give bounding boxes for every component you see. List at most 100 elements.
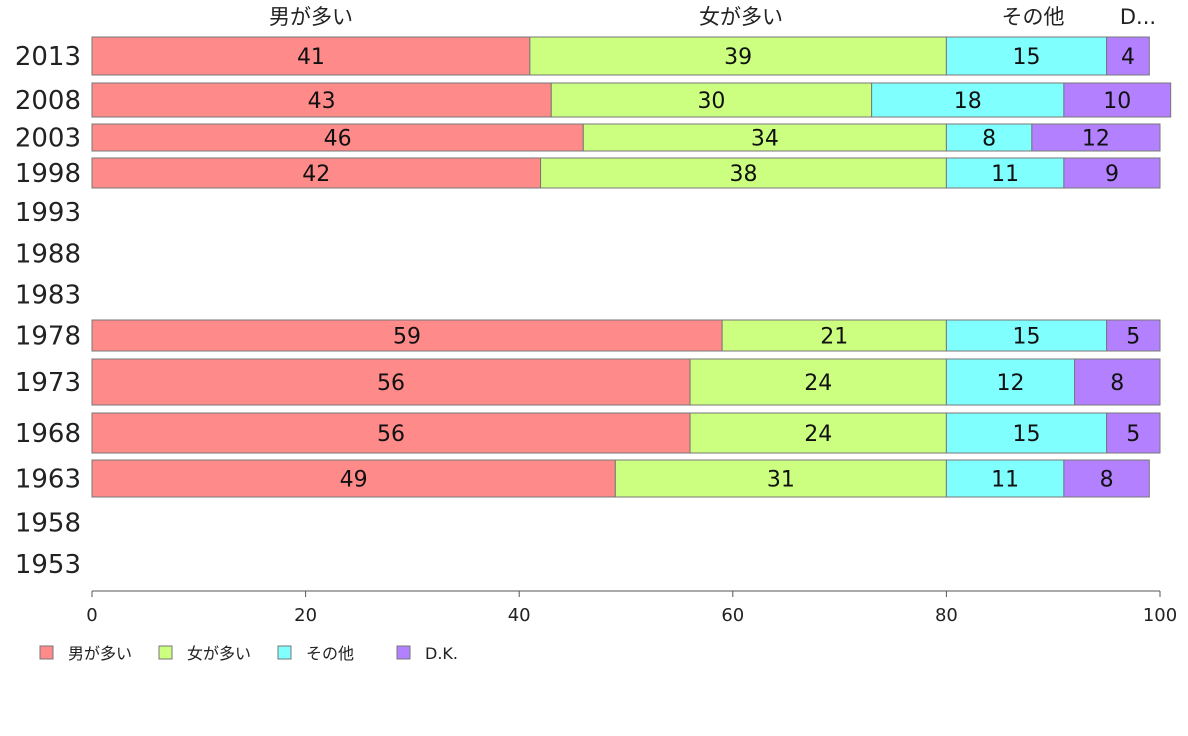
bar-segment-1998-s1 (540, 157, 947, 189)
bar-segment-1973-s2 (945, 358, 1076, 406)
data-label-1968-s0: 56 (377, 422, 405, 447)
data-label-2013-s3: 4 (1121, 45, 1135, 70)
year-label-1993: 1993 (15, 198, 81, 228)
data-label-1973-s0: 56 (377, 371, 405, 396)
year-label-1988: 1988 (15, 240, 81, 270)
bar-segment-2008-s0 (91, 82, 552, 118)
data-label-2003-s3: 12 (1082, 127, 1110, 152)
data-label-1998-s0: 42 (302, 162, 330, 187)
data-label-1963-s2: 11 (991, 468, 1019, 493)
bar-row-1953: 1953 (15, 550, 81, 580)
data-label-2013-s1: 39 (724, 45, 752, 70)
year-label-1963: 1963 (15, 465, 81, 495)
bar-segment-2008-s3 (1063, 82, 1172, 118)
year-label-2008: 2008 (15, 86, 81, 116)
legend-swatch-s2 (277, 645, 292, 660)
data-label-2013-s2: 15 (1013, 45, 1041, 70)
bar-segment-1998-s0 (91, 157, 542, 189)
header-male-more: 男が多い (269, 5, 353, 29)
data-label-2013-s0: 41 (297, 45, 325, 70)
bar-segment-1978-s1 (721, 319, 947, 352)
data-label-1998-s2: 11 (991, 162, 1019, 187)
x-tick-label-20: 20 (294, 605, 317, 626)
year-label-1978: 1978 (15, 322, 81, 352)
legend-swatch-s1 (158, 645, 173, 660)
bar-row-1983: 1983 (15, 281, 81, 311)
legend-label-s3: D.K. (425, 644, 458, 663)
year-label-2013: 2013 (15, 42, 81, 72)
bar-segment-2013-s2 (945, 36, 1108, 76)
bar-row-1988: 1988 (15, 240, 81, 270)
bar-row-1958: 1958 (15, 509, 81, 539)
data-label-2008-s3: 10 (1103, 89, 1131, 114)
x-tick-label-80: 80 (935, 605, 958, 626)
data-label-2008-s0: 43 (308, 89, 336, 114)
legend-swatch-s0 (39, 645, 54, 660)
bar-row-1998: 1998 42 38 11 9 (15, 157, 1161, 189)
x-axis: 0 20 40 60 80 100 (86, 590, 1177, 626)
bar-segment-2013-s0 (91, 36, 531, 76)
data-label-1973-s2: 12 (996, 371, 1024, 396)
data-label-1978-s2: 15 (1013, 325, 1041, 350)
bar-segment-2013-s1 (529, 36, 947, 76)
header-other: その他 (1002, 5, 1065, 29)
data-label-1968-s1: 24 (804, 422, 832, 447)
bar-segment-2003-s3 (1031, 123, 1161, 152)
x-tick-label-100: 100 (1143, 605, 1177, 626)
bar-segment-1978-s2 (945, 319, 1108, 352)
data-label-1973-s1: 24 (804, 371, 832, 396)
top-headers: 男が多い 女が多い その他 D... (269, 5, 1156, 29)
bar-rows: 2013 41 39 15 4 2008 43 30 18 10 2003 46 34 8 12 1998 42… (15, 36, 1172, 580)
data-label-1998-s1: 38 (729, 162, 757, 187)
bar-segment-2003-s1 (582, 123, 947, 152)
data-label-1963-s0: 49 (340, 468, 368, 493)
year-label-1958: 1958 (15, 509, 81, 539)
year-label-1998: 1998 (15, 159, 81, 189)
bar-row-1978: 1978 59 21 15 5 (15, 319, 1161, 352)
data-label-2008-s1: 30 (697, 89, 725, 114)
data-label-1968-s2: 15 (1013, 422, 1041, 447)
bar-segment-1963-s0 (91, 459, 616, 498)
data-label-1968-s3: 5 (1126, 422, 1140, 447)
data-label-1978-s0: 59 (393, 325, 421, 350)
bar-segment-1963-s2 (945, 459, 1065, 498)
year-label-1968: 1968 (15, 419, 81, 449)
year-label-1953: 1953 (15, 550, 81, 580)
data-label-2003-s2: 8 (982, 127, 996, 152)
data-label-2008-s2: 18 (954, 89, 982, 114)
year-label-2003: 2003 (15, 124, 81, 154)
data-label-1963-s1: 31 (767, 468, 795, 493)
data-label-2003-s0: 46 (324, 127, 352, 152)
data-label-1998-s3: 9 (1105, 162, 1119, 187)
data-label-1978-s3: 5 (1126, 325, 1140, 350)
bar-row-1963: 1963 49 31 11 8 (15, 459, 1150, 498)
year-label-1973: 1973 (15, 368, 81, 398)
bar-segment-1968-s3 (1106, 412, 1161, 454)
bar-segment-1973-s3 (1074, 358, 1161, 406)
data-label-1963-s3: 8 (1100, 468, 1114, 493)
bar-row-1993: 1993 (15, 198, 81, 228)
bar-segment-2003-s0 (91, 123, 584, 152)
bar-segment-2008-s2 (871, 82, 1065, 118)
bar-segment-1973-s1 (689, 358, 947, 406)
legend-swatch-s3 (396, 645, 411, 660)
legend-label-s1: 女が多い (187, 644, 251, 663)
bar-row-2008: 2008 43 30 18 10 (15, 82, 1172, 118)
x-tick-label-0: 0 (86, 605, 97, 626)
x-tick-label-40: 40 (508, 605, 531, 626)
data-label-2003-s1: 34 (751, 127, 779, 152)
legend-label-s2: その他 (306, 644, 354, 663)
bar-segment-1973-s0 (91, 358, 691, 406)
legend-label-s0: 男が多い (68, 644, 132, 663)
year-label-1983: 1983 (15, 281, 81, 311)
header-dk: D... (1120, 5, 1156, 29)
bar-segment-1963-s3 (1063, 459, 1150, 498)
bar-segment-1998-s3 (1063, 157, 1161, 189)
data-label-1978-s1: 21 (820, 325, 848, 350)
bar-row-2003: 2003 46 34 8 12 (15, 123, 1161, 154)
bar-segment-1968-s0 (91, 412, 691, 454)
bar-row-1968: 1968 56 24 15 5 (15, 412, 1161, 454)
header-female-more: 女が多い (699, 5, 783, 29)
x-tick-label-60: 60 (721, 605, 744, 626)
